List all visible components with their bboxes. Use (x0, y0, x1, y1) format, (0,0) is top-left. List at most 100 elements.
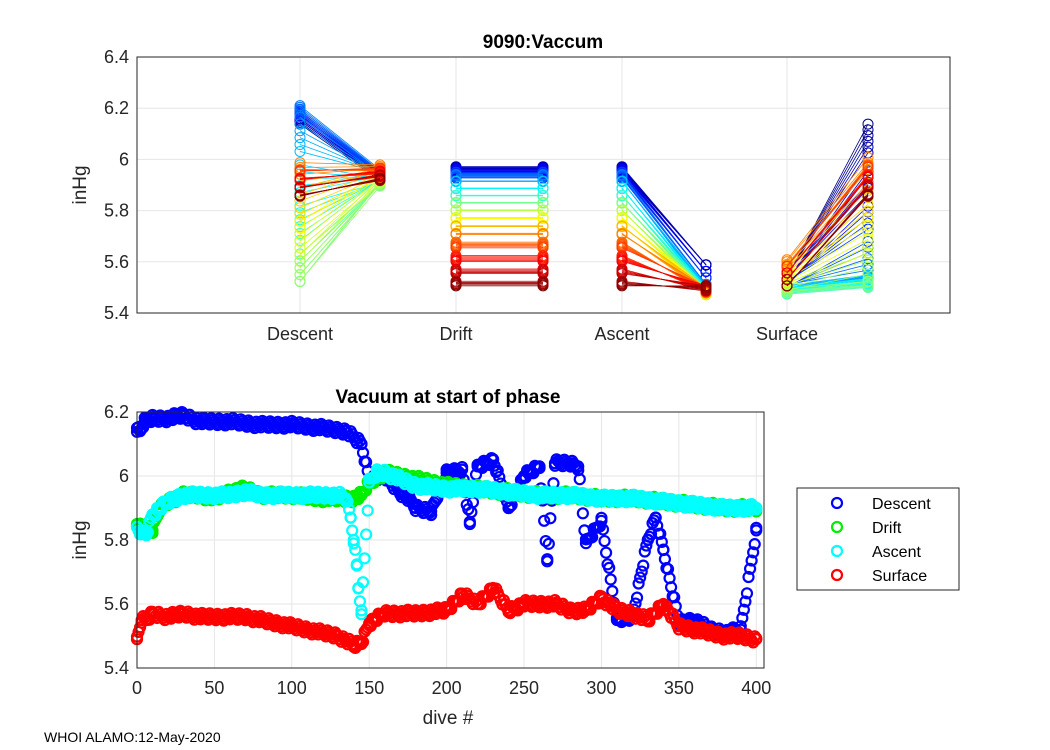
data-point (146, 412, 159, 425)
phase-end-marker (537, 176, 549, 188)
data-point (737, 603, 750, 616)
data-point (598, 534, 611, 548)
data-point (533, 489, 546, 502)
bottom-x-tick-label: 400 (741, 678, 771, 698)
data-point (579, 537, 593, 550)
phase-start-marker (781, 280, 793, 292)
data-point (740, 587, 754, 600)
top-axes-box (136, 56, 951, 314)
data-point (161, 412, 175, 425)
legend-marker-ascent (830, 544, 844, 558)
data-point (604, 573, 617, 586)
data-point (140, 527, 153, 540)
phase-line (299, 177, 381, 197)
phase-line (299, 177, 381, 256)
phase-start-marker (450, 205, 462, 217)
data-point (502, 485, 515, 499)
phase-start-marker (294, 190, 306, 202)
data-point (401, 492, 415, 505)
top-y-tick-label: 6 (119, 149, 129, 169)
data-point (502, 501, 515, 515)
data-point (572, 460, 585, 473)
data-point (736, 611, 749, 625)
bottom-y-tick-label: 6 (119, 466, 129, 486)
bottom-x-axis-label: dive # (423, 708, 474, 729)
phase-line (621, 171, 707, 279)
phase-line (299, 176, 381, 235)
data-point (655, 535, 668, 549)
data-point (548, 597, 562, 611)
bottom-series (130, 406, 763, 655)
data-point (745, 554, 758, 567)
phase-end-marker (862, 233, 874, 245)
phase-line (299, 110, 381, 175)
data-point (596, 523, 610, 536)
data-point (192, 489, 206, 502)
data-point (688, 498, 701, 511)
bottom-x-tick-label: 0 (132, 678, 142, 698)
data-point (355, 489, 368, 502)
data-point (493, 470, 506, 484)
data-point (254, 418, 267, 431)
phase-start-marker (294, 182, 306, 194)
phase-line (621, 260, 707, 286)
data-point (355, 608, 368, 621)
phase-line (786, 286, 869, 294)
phase-line (299, 167, 381, 189)
data-point (316, 489, 329, 502)
phase-start-marker (294, 139, 306, 151)
data-point (579, 604, 593, 617)
data-point (378, 607, 391, 620)
top-y-tick-label: 5.8 (104, 201, 129, 221)
data-point (750, 501, 763, 515)
phase-line (786, 280, 869, 294)
data-point (370, 466, 384, 479)
phase-start-marker (294, 100, 306, 112)
data-point (270, 489, 283, 502)
data-point (316, 626, 329, 639)
top-series (294, 100, 874, 301)
data-point (750, 633, 763, 646)
phase-end-marker (862, 275, 874, 287)
phase-end-marker (862, 124, 874, 136)
phase-line (786, 238, 869, 282)
data-point (378, 466, 391, 479)
phase-line (621, 168, 707, 272)
data-point (672, 620, 685, 633)
phase-end-marker (862, 254, 874, 266)
phase-line (786, 186, 869, 280)
phase-start-marker (450, 176, 462, 188)
top-y-axis-label: inHg (70, 165, 91, 204)
phase-start-marker (781, 284, 793, 296)
phase-end-marker (862, 261, 874, 273)
bottom-axes-box (136, 411, 765, 669)
data-point (301, 489, 314, 502)
bottom-y-tick-label: 5.6 (104, 594, 129, 614)
top-axes-background (137, 57, 950, 313)
data-point (440, 604, 453, 617)
phase-line (299, 137, 381, 174)
top-chart: 5.4 5.6 5.8 6 6.2 6.4 Descent Drift Ascent Surfa… (70, 32, 951, 344)
phase-end-marker (862, 240, 874, 252)
bottom-y-tick-label: 5.8 (104, 530, 129, 550)
top-x-tick-label: Drift (440, 324, 473, 344)
phase-end-marker (862, 135, 874, 147)
data-point (161, 610, 175, 623)
phase-end-marker (537, 183, 549, 195)
top-chart-title: 9090:Vaccum (483, 32, 603, 53)
top-x-tick-label: Surface (756, 324, 818, 344)
data-point (347, 533, 360, 547)
data-point (254, 613, 267, 627)
phase-line (786, 245, 869, 285)
data-point (517, 469, 531, 483)
data-point (339, 425, 353, 438)
phase-line (299, 180, 381, 249)
data-point (466, 598, 480, 611)
phase-start-marker (616, 213, 628, 225)
data-point (223, 415, 236, 428)
legend-label-drift: Drift (872, 520, 902, 537)
phase-end-marker (537, 213, 549, 225)
phase-line (299, 123, 381, 176)
data-point (350, 559, 363, 572)
data-point (630, 591, 644, 604)
